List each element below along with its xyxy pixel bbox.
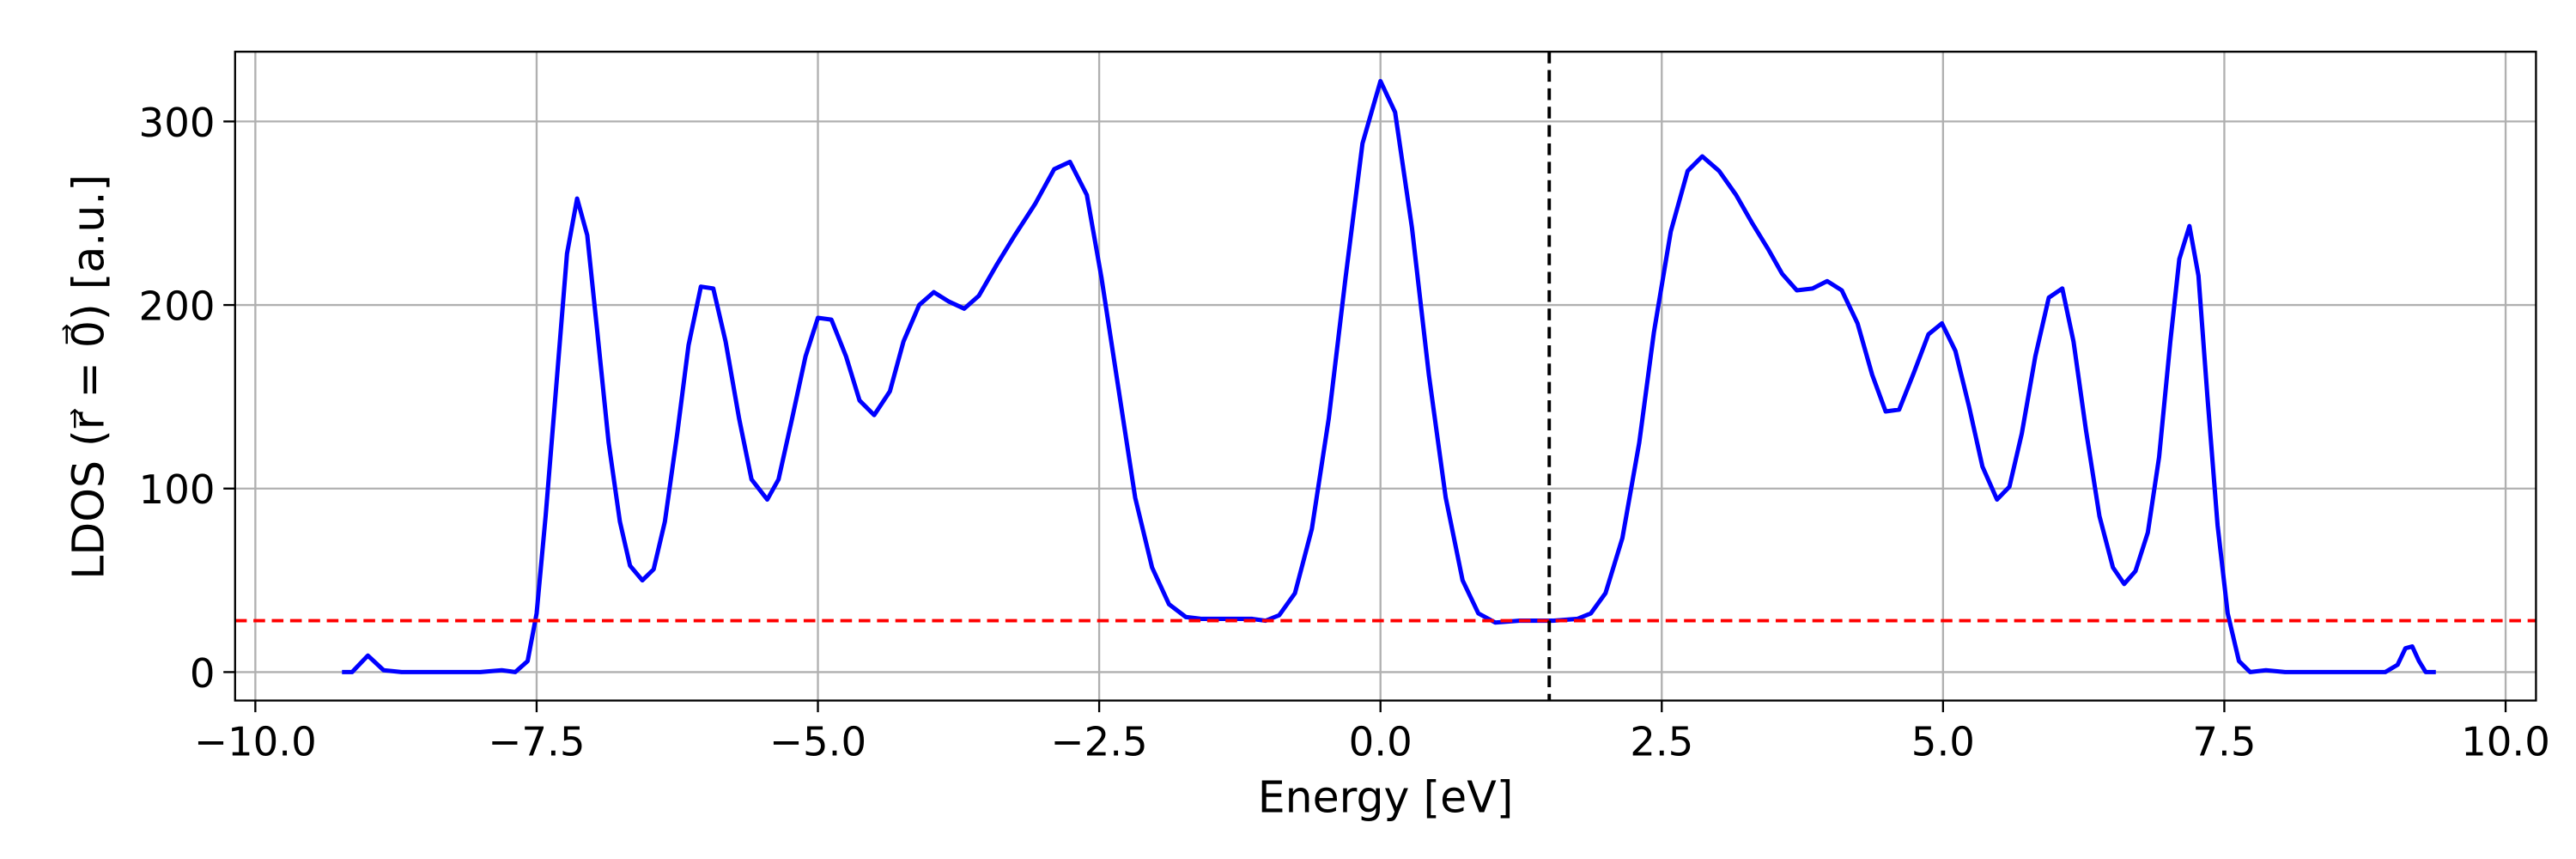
y-tick-label: 100 bbox=[139, 466, 216, 513]
y-tick-label: 200 bbox=[139, 283, 216, 330]
y-axis-label: LDOS (r⃗ = 0⃗) [a.u.] bbox=[62, 174, 113, 580]
y-tick-label: 0 bbox=[190, 650, 216, 697]
x-tick-label: −7.5 bbox=[488, 719, 585, 765]
y-tick-label: 300 bbox=[139, 100, 216, 146]
data-line bbox=[342, 78, 2436, 674]
x-tick-label: 0.0 bbox=[1349, 719, 1413, 765]
x-tick-label: −10.0 bbox=[194, 719, 317, 765]
x-tick-label: −5.0 bbox=[769, 719, 866, 765]
x-tick-label: 5.0 bbox=[1911, 719, 1975, 765]
x-axis-label: Energy [eV] bbox=[1258, 772, 1514, 823]
x-tick-label: −2.5 bbox=[1051, 719, 1148, 765]
x-tick-label: 2.5 bbox=[1630, 719, 1693, 765]
x-tick-label: 10.0 bbox=[2461, 719, 2550, 765]
plot-frame bbox=[234, 51, 2537, 702]
x-tick-label: 7.5 bbox=[2192, 719, 2256, 765]
